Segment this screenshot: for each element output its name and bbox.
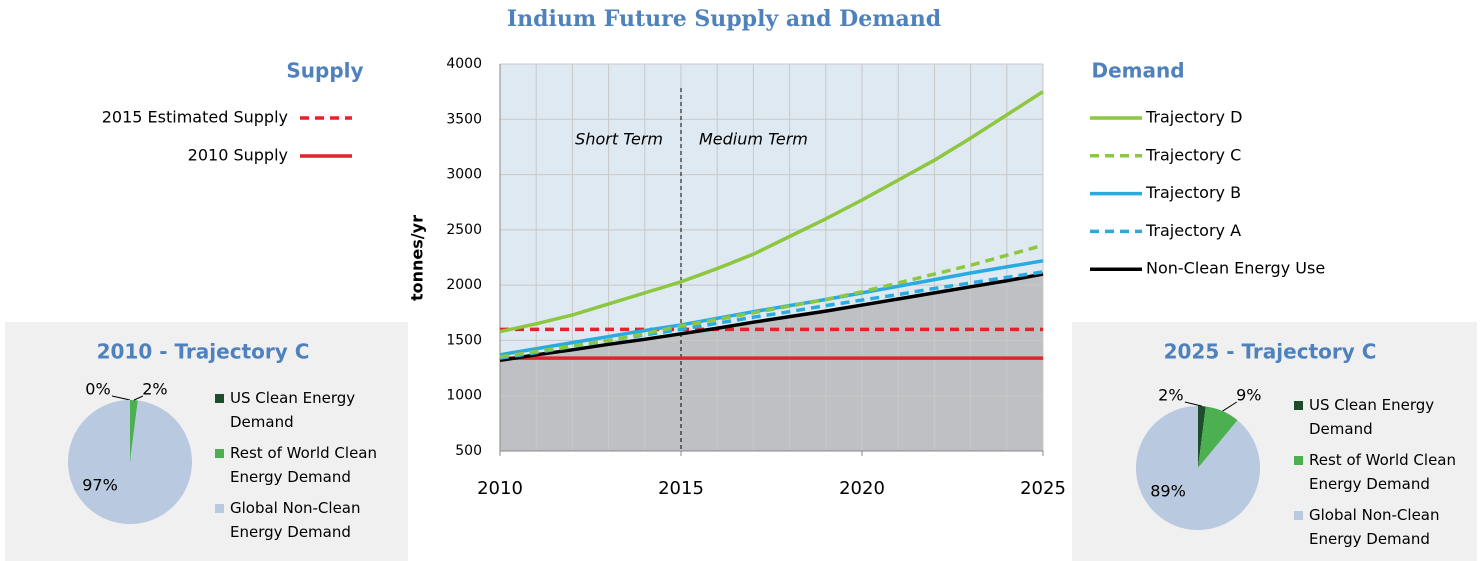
legend-label: US Clean Energy Demand <box>1309 396 1435 438</box>
y-tick-label: 1000 <box>446 388 482 404</box>
chart-title: Indium Future Supply and Demand <box>507 6 941 32</box>
legend-label: 2015 Estimated Supply <box>102 108 288 127</box>
legend-text: Global Non-Clean Energy Demand <box>230 499 361 541</box>
x-tick-label: 2020 <box>839 478 885 499</box>
legend-label: Trajectory A <box>1145 221 1241 240</box>
legend-text: US Clean Energy Demand <box>230 389 356 431</box>
pie-label: 97% <box>82 476 118 495</box>
legend-label: Trajectory C <box>1145 145 1241 164</box>
pie-label: 0% <box>85 380 110 399</box>
legend-label: Rest of World Clean Energy Demand <box>1309 451 1456 493</box>
supply-title: Supply <box>286 59 363 83</box>
pie-title: 2025 - Trajectory C <box>1164 340 1377 364</box>
pie-title: 2010 - Trajectory C <box>97 340 310 364</box>
legend-label: Rest of World Clean Energy Demand <box>230 444 377 486</box>
legend-label: Global Non-Clean Energy Demand <box>1309 506 1440 548</box>
legend-swatch <box>1294 511 1303 520</box>
legend-text: Rest of World Clean Energy Demand <box>230 444 377 486</box>
demand-title: Demand <box>1091 59 1184 83</box>
legend-swatch <box>215 449 224 458</box>
leader-line <box>1222 401 1238 412</box>
legend-label: Trajectory D <box>1145 108 1242 127</box>
series-line <box>499 272 1044 363</box>
y-tick-label: 3000 <box>446 167 482 183</box>
pie-slice <box>130 400 138 462</box>
y-axis-label: tonnes/yr <box>408 215 427 301</box>
right-panel <box>1072 322 1477 561</box>
y-tick-label: 4000 <box>446 56 482 72</box>
y-tick-label: 1500 <box>446 332 482 348</box>
series-line <box>499 243 1044 359</box>
leader-line <box>1184 401 1203 407</box>
legend-label: Global Non-Clean Energy Demand <box>230 499 361 541</box>
series-line <box>499 90 1044 334</box>
legend-swatch <box>215 394 224 403</box>
y-tick-label: 500 <box>455 443 482 459</box>
pie-slice <box>67 400 192 524</box>
legend-text: US Clean Energy Demand <box>1309 396 1435 438</box>
legend-text: Rest of World Clean Energy Demand <box>1309 451 1456 493</box>
pie-slice <box>1198 406 1206 468</box>
pie-label: 2% <box>1158 386 1183 405</box>
pie-slice <box>1136 406 1260 530</box>
legend-label: 2010 Supply <box>188 146 288 165</box>
y-tick-label: 2500 <box>446 222 482 238</box>
pie-label: 9% <box>1236 386 1261 405</box>
legend-swatch <box>215 504 224 513</box>
legend-swatch <box>1294 456 1303 465</box>
x-tick-label: 2025 <box>1020 478 1066 499</box>
pie-label: 2% <box>142 380 167 399</box>
y-tick-label: 3500 <box>446 111 482 127</box>
x-tick-label: 2015 <box>658 478 704 499</box>
legend-label: Non-Clean Energy Use <box>1146 259 1325 278</box>
legend-text: Global Non-Clean Energy Demand <box>1309 506 1440 548</box>
leader-line <box>133 395 144 401</box>
area <box>500 274 1043 451</box>
legend-label: Trajectory B <box>1145 183 1241 202</box>
annotation: Short Term <box>575 130 663 149</box>
pie-label: 89% <box>1150 482 1186 501</box>
pie-slice <box>1198 406 1238 468</box>
x-tick-label: 2010 <box>477 478 523 499</box>
legend-swatch <box>1294 401 1303 410</box>
annotation: Medium Term <box>699 130 808 149</box>
legend-label: US Clean Energy Demand <box>230 389 356 431</box>
y-tick-label: 2000 <box>446 277 482 293</box>
leader-line <box>111 395 131 401</box>
